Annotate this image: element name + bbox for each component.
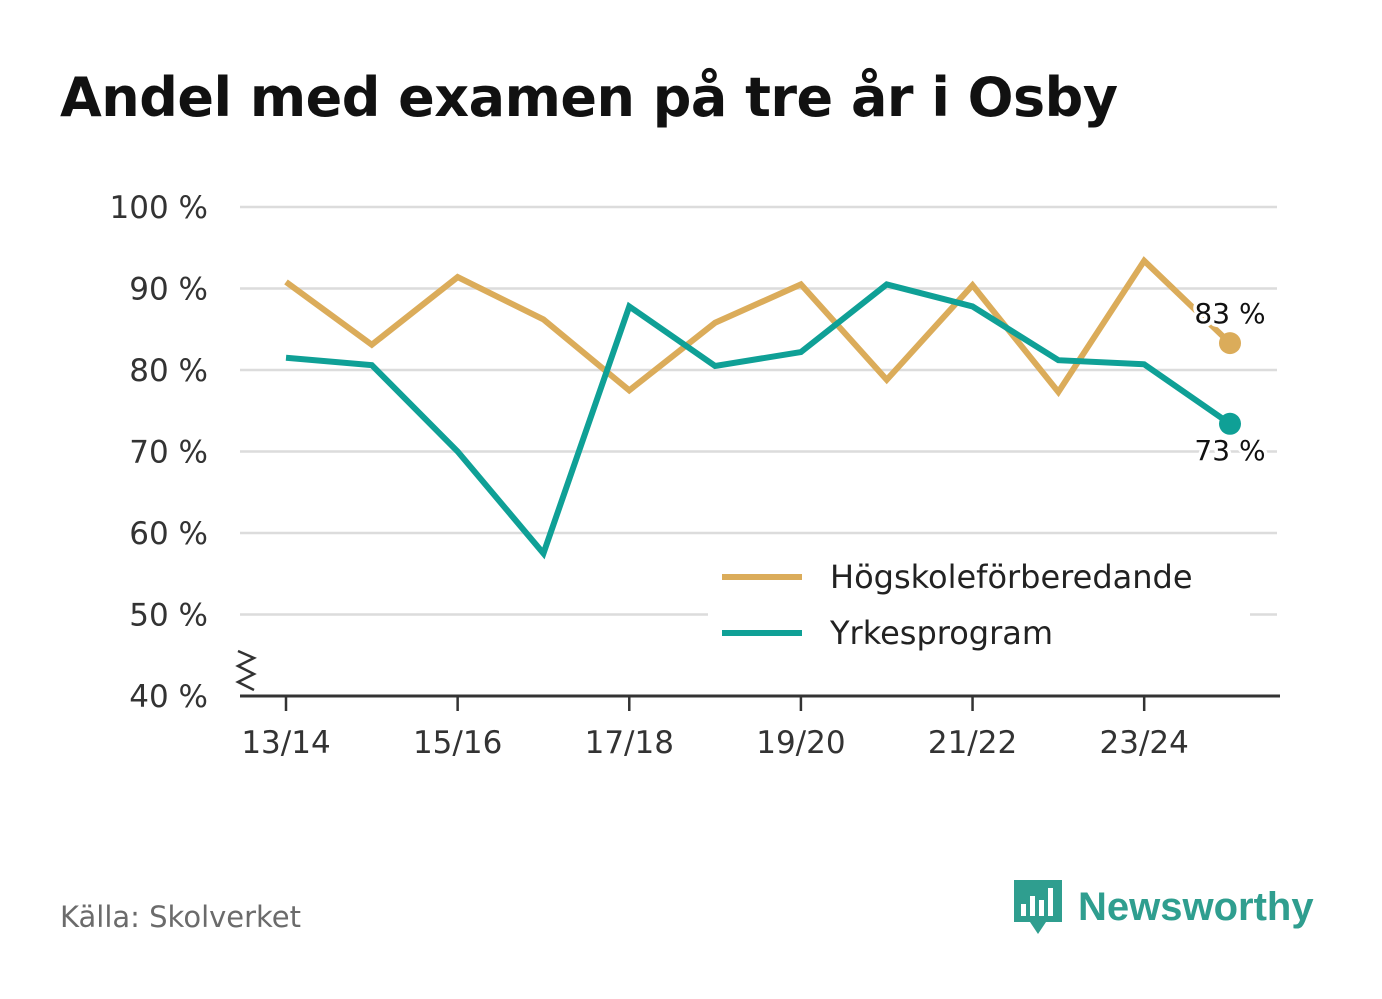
gridlines xyxy=(240,205,1277,616)
legend-label: Högskoleförberedande xyxy=(830,558,1193,596)
source-note: Källa: Skolverket xyxy=(60,900,302,934)
x-tick-label: 23/24 xyxy=(1100,725,1189,761)
series-line-hogskoleforberedande xyxy=(284,256,1233,398)
x-tick-label: 17/18 xyxy=(585,725,674,761)
y-tick-label: 80 % xyxy=(129,353,208,389)
end-value-label: 73 % xyxy=(1194,434,1265,467)
y-tick-label: 100 % xyxy=(110,190,208,226)
end-point-marker xyxy=(1219,332,1241,355)
legend-background xyxy=(708,548,1250,668)
x-tick-label: 21/22 xyxy=(928,725,1017,761)
x-axis-ticks: 13/14 15/16 17/18 19/20 21/22 23/24 xyxy=(241,696,1189,761)
x-tick-label: 13/14 xyxy=(241,725,330,761)
brand-name: Newsworthy xyxy=(1078,884,1314,929)
end-point-marker xyxy=(1219,412,1241,435)
end-value-label: 83 % xyxy=(1194,297,1265,330)
series-lines xyxy=(284,256,1233,560)
end-markers: 83 % 73 % xyxy=(1191,294,1269,471)
x-tick-label: 15/16 xyxy=(413,725,502,761)
x-tick-label: 19/20 xyxy=(756,725,845,761)
y-tick-label: 50 % xyxy=(129,598,208,634)
axis-break-mark xyxy=(235,649,257,692)
chart-title: Andel med examen på tre år i Osby xyxy=(60,66,1118,129)
legend: Högskoleförberedande Yrkesprogram xyxy=(708,548,1250,668)
y-tick-label: 70 % xyxy=(129,435,208,471)
series-line-yrkesprogram xyxy=(285,281,1232,560)
y-tick-label: 40 % xyxy=(129,679,208,715)
brand-logo[interactable]: Newsworthy xyxy=(1012,878,1314,936)
y-axis-ticks: 40 % 50 % 60 % 70 % 80 % 90 % 100 % xyxy=(110,190,257,715)
y-tick-label: 90 % xyxy=(129,272,208,308)
newsworthy-logo-icon xyxy=(1014,880,1062,934)
legend-label: Yrkesprogram xyxy=(829,614,1053,652)
y-tick-label: 60 % xyxy=(129,516,208,552)
